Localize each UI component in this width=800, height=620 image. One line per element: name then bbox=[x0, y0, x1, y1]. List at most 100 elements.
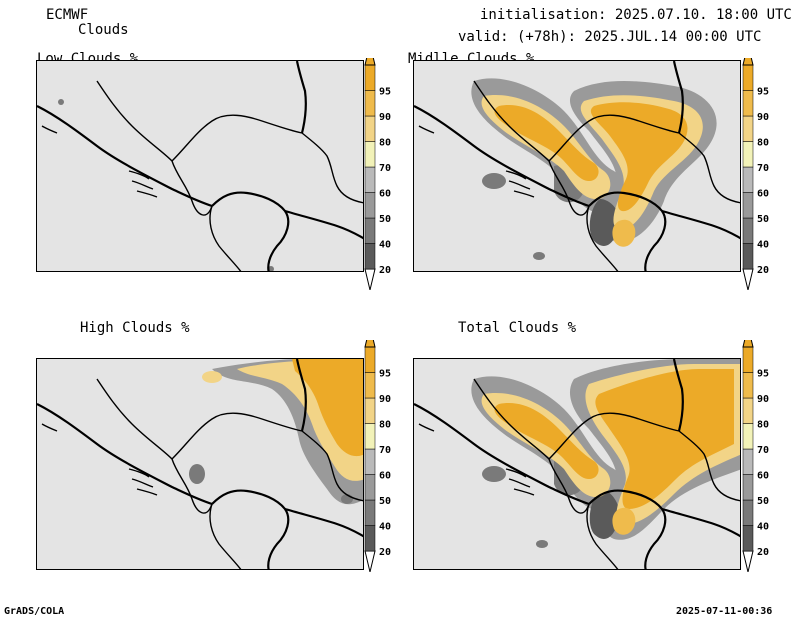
cloud-layer bbox=[471, 78, 717, 260]
border-line bbox=[672, 359, 684, 432]
colorbar-swatch bbox=[742, 243, 754, 270]
colorbar-swatch bbox=[742, 166, 754, 193]
border-line bbox=[586, 503, 619, 569]
colorbar-swatch bbox=[742, 115, 754, 142]
border-line bbox=[672, 61, 684, 134]
colorbar-top-right: 20 40 50 60 70 80 90 95 bbox=[742, 58, 769, 290]
border-line bbox=[548, 458, 590, 514]
colorbar-swatch bbox=[364, 474, 376, 501]
border-line bbox=[548, 160, 590, 216]
border-line bbox=[473, 378, 550, 460]
colorbar-label: 50 bbox=[379, 214, 391, 225]
colorbar-swatch bbox=[364, 499, 376, 526]
colorbar-swatch bbox=[364, 166, 376, 193]
colorbar-label: 20 bbox=[379, 547, 391, 558]
valid-time: valid: (+78h): 2025.JUL.14 00:00 UTC bbox=[458, 29, 762, 45]
model-name: ECMWF bbox=[46, 7, 89, 23]
border-line bbox=[661, 507, 740, 538]
colorbar-label: 95 bbox=[757, 87, 769, 98]
colorbar-label: 60 bbox=[757, 471, 769, 482]
border-line bbox=[171, 412, 303, 460]
colorbar-label: 60 bbox=[379, 189, 391, 200]
border-line bbox=[418, 125, 435, 134]
colorbar-label: 50 bbox=[757, 214, 769, 225]
colorbar-swatch bbox=[742, 423, 754, 450]
border-line bbox=[136, 488, 158, 496]
colorbar-swatch bbox=[364, 141, 376, 168]
colorbar-swatch bbox=[364, 448, 376, 475]
colorbar-label: 20 bbox=[757, 547, 769, 558]
border-lines bbox=[414, 359, 740, 569]
border-line bbox=[513, 488, 535, 496]
colorbar-label: 70 bbox=[379, 445, 391, 456]
border-line bbox=[211, 489, 290, 569]
product-name: Clouds bbox=[78, 22, 129, 38]
border-lines bbox=[37, 61, 363, 271]
border-line bbox=[284, 507, 363, 538]
colorbar-top-left: 20 40 50 60 70 80 90 95 bbox=[364, 58, 391, 290]
colorbar-bottom-left: 20 40 50 60 70 80 90 95 bbox=[364, 340, 391, 572]
colorbar-label: 80 bbox=[757, 420, 769, 431]
border-line bbox=[473, 80, 550, 162]
colorbar-upper-arrow bbox=[742, 340, 754, 348]
colorbar-label: 70 bbox=[757, 163, 769, 174]
map-panel-total bbox=[413, 358, 741, 570]
colorbar-swatch bbox=[364, 192, 376, 219]
colorbar-label: 60 bbox=[379, 471, 391, 482]
border-line bbox=[284, 209, 363, 240]
colorbar-label: 95 bbox=[757, 369, 769, 380]
panel-title-high: High Clouds % bbox=[80, 320, 190, 336]
border-line bbox=[548, 114, 680, 162]
cloud-layer bbox=[471, 359, 740, 548]
colorbar-label: 70 bbox=[379, 163, 391, 174]
colorbar-label: 80 bbox=[379, 420, 391, 431]
border-line bbox=[171, 160, 213, 216]
colorbar-label: 95 bbox=[379, 87, 391, 98]
colorbar-swatch bbox=[742, 397, 754, 424]
border-line bbox=[295, 359, 307, 432]
colorbar-swatch bbox=[364, 423, 376, 450]
colorbar-swatch bbox=[364, 525, 376, 552]
border-line bbox=[96, 378, 173, 460]
colorbar-swatch bbox=[742, 448, 754, 475]
colorbar-bottom-right: 20 40 50 60 70 80 90 95 bbox=[742, 340, 769, 572]
border-line bbox=[209, 205, 242, 271]
border-lines bbox=[414, 61, 740, 271]
colorbar-label: 40 bbox=[379, 522, 391, 533]
border-line bbox=[678, 430, 740, 502]
colorbar-label: 90 bbox=[757, 394, 769, 405]
colorbar-swatch bbox=[364, 115, 376, 142]
border-line bbox=[301, 132, 363, 204]
border-line bbox=[505, 170, 527, 180]
colorbar-label: 60 bbox=[757, 189, 769, 200]
border-lines bbox=[37, 359, 363, 569]
colorbar-lower-arrow bbox=[364, 268, 376, 290]
border-line bbox=[41, 125, 58, 134]
footer-left: GrADS/COLA bbox=[4, 606, 65, 617]
map-svg bbox=[37, 61, 363, 271]
colorbar-swatch bbox=[364, 372, 376, 399]
border-line bbox=[505, 468, 527, 478]
map-svg bbox=[37, 359, 363, 569]
border-line bbox=[295, 61, 307, 134]
colorbar-lower-arrow bbox=[742, 268, 754, 290]
map-svg bbox=[414, 359, 740, 569]
colorbar-swatch bbox=[742, 64, 754, 91]
colorbar-swatch bbox=[742, 525, 754, 552]
colorbar-swatch bbox=[742, 474, 754, 501]
colorbar-swatch bbox=[742, 141, 754, 168]
border-line bbox=[136, 190, 158, 198]
border-line bbox=[678, 132, 740, 204]
border-line bbox=[131, 478, 154, 488]
map-panel-low bbox=[36, 60, 364, 272]
colorbar-swatch bbox=[364, 243, 376, 270]
border-line bbox=[586, 205, 619, 271]
colorbar-swatch bbox=[742, 217, 754, 244]
panel-title-total: Total Clouds % bbox=[458, 320, 577, 336]
border-line bbox=[414, 403, 590, 506]
border-line bbox=[37, 403, 213, 506]
cloud-layer bbox=[189, 359, 363, 505]
border-line bbox=[301, 430, 363, 502]
colorbar-label: 20 bbox=[757, 265, 769, 276]
colorbar-swatch bbox=[364, 397, 376, 424]
